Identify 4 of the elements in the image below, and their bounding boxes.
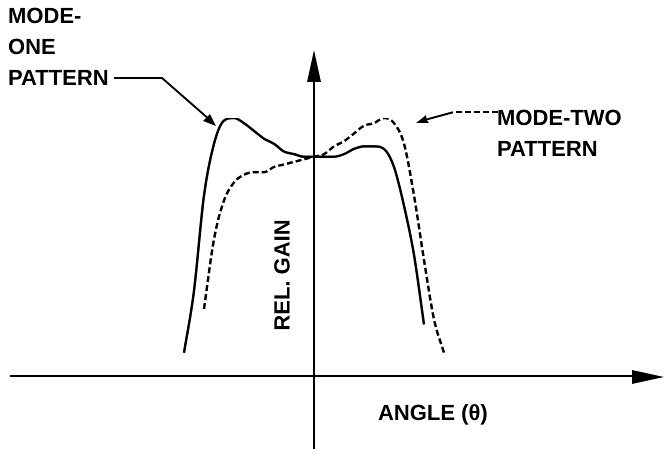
x-axis-title: ANGLE (θ) (378, 399, 488, 427)
y-axis-title: REL. GAIN (268, 219, 296, 331)
text: MODE-ONE PATTERN (8, 2, 109, 92)
legend-label: MODE-TWO PATTERN (497, 104, 623, 163)
